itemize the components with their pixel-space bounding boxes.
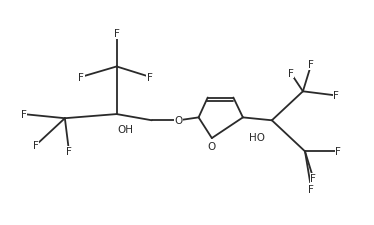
Text: F: F <box>288 68 294 78</box>
Text: F: F <box>33 140 39 151</box>
Text: F: F <box>79 72 85 82</box>
Text: F: F <box>147 72 153 82</box>
Text: O: O <box>175 116 183 126</box>
Text: F: F <box>66 147 72 157</box>
Text: HO: HO <box>249 132 266 142</box>
Text: F: F <box>335 147 341 157</box>
Text: F: F <box>114 29 120 39</box>
Text: F: F <box>308 60 314 70</box>
Text: F: F <box>21 110 27 119</box>
Text: F: F <box>308 184 314 194</box>
Text: O: O <box>208 141 216 151</box>
Text: F: F <box>333 91 339 101</box>
Text: F: F <box>310 173 316 183</box>
Text: OH: OH <box>117 124 133 134</box>
